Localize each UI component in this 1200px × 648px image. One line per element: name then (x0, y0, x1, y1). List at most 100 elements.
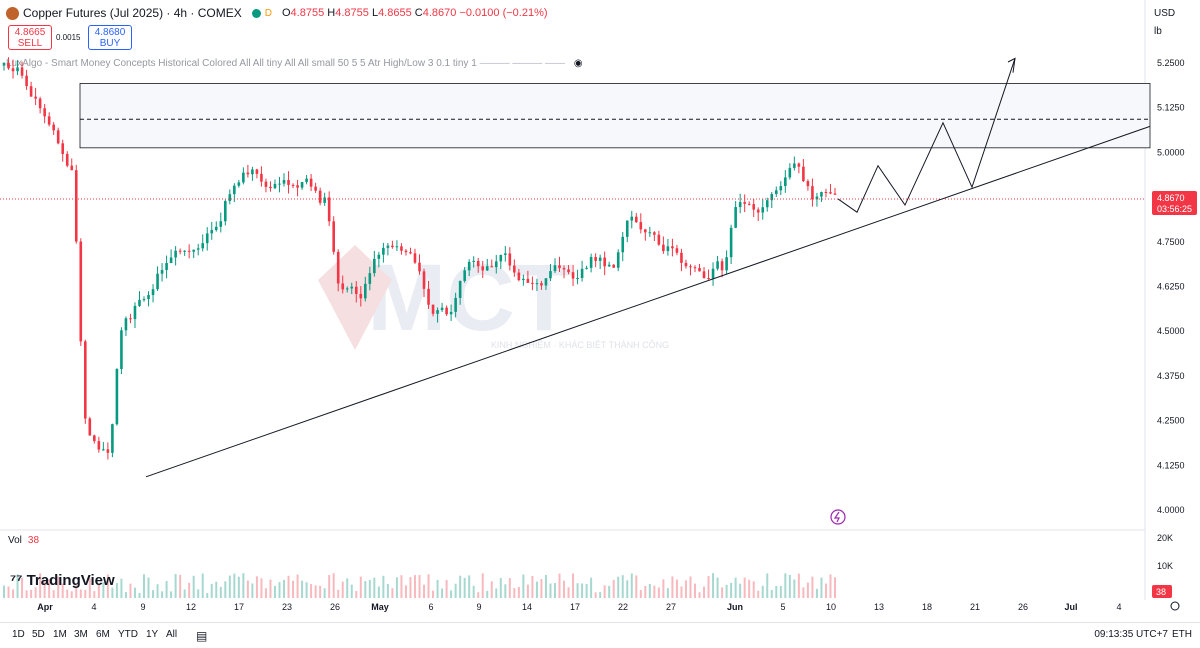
candle-body (702, 271, 706, 279)
volume-bar (373, 577, 376, 598)
y-tick-label: 4.5000 (1157, 326, 1185, 336)
candle-body (738, 202, 742, 208)
volume-bar (215, 581, 218, 598)
buy-button[interactable]: 4.8680 BUY (88, 25, 132, 50)
ascending-trendline[interactable] (145, 125, 1151, 478)
y-tick-label: 4.7500 (1157, 237, 1185, 247)
candle-body (106, 449, 110, 453)
range-3m[interactable]: 3M (74, 629, 88, 640)
x-tick-label: 4 (91, 602, 96, 612)
volume-bar (260, 578, 263, 598)
volume-bar (757, 590, 760, 598)
calendar-icon[interactable]: ▤ (196, 629, 208, 643)
candle-body (210, 230, 214, 234)
indicator-legend[interactable]: LuxAlgo - Smart Money Concepts Historica… (6, 58, 583, 69)
volume-bar (296, 574, 299, 598)
volume-bar (179, 574, 182, 598)
candle-body (336, 251, 340, 284)
candle-body (138, 299, 141, 306)
y-tick-label: 5.1250 (1157, 103, 1185, 113)
volume-bar (39, 573, 42, 598)
y-tick-label: 4.0000 (1157, 505, 1185, 515)
range-all[interactable]: All (166, 629, 178, 640)
volume-bar (43, 581, 46, 598)
candle-body (815, 196, 819, 200)
candle-body (296, 185, 299, 188)
volume-bar (359, 576, 362, 598)
volume-bar (301, 580, 304, 598)
candle-body (174, 250, 177, 258)
projection-path[interactable] (837, 58, 1016, 213)
volume-bar (599, 591, 602, 598)
range-1m[interactable]: 1M (53, 629, 67, 640)
candle-body (214, 226, 218, 231)
volume-bar (16, 574, 19, 598)
volume-bar (251, 583, 254, 598)
settings-icon[interactable] (1170, 601, 1180, 611)
volume-bar (612, 579, 615, 598)
candle-body (156, 273, 159, 290)
eye-icon[interactable]: ◉ (573, 58, 583, 69)
clock[interactable]: 09:13:35 UTC+7 (1094, 629, 1168, 640)
volume-bar (418, 575, 421, 598)
volume-bar (793, 579, 796, 598)
price-chart[interactable]: 5.25005.12505.00004.87504.75004.62504.50… (0, 0, 1200, 622)
range-1d[interactable]: 1D (12, 629, 25, 640)
volume-bar (84, 589, 87, 598)
range-5d[interactable]: 5D (32, 629, 45, 640)
candle-body (196, 248, 200, 250)
candle-body (178, 250, 182, 252)
candle-body (431, 304, 435, 314)
volume-bar (70, 591, 73, 598)
volume-bar (721, 587, 724, 598)
volume-bar (377, 586, 380, 598)
volume-bar (382, 575, 385, 598)
candle-body (666, 246, 670, 252)
candle-body (223, 201, 227, 222)
symbol-title[interactable]: Copper Futures (Jul 2025) · 4h · COMEX (23, 6, 242, 20)
candle-body (725, 257, 728, 271)
volume-bar (233, 573, 236, 598)
range-1y[interactable]: 1Y (146, 629, 159, 640)
tradingview-logo[interactable]: ⁷⁷ TradingView (10, 572, 115, 589)
volume-bar (508, 578, 511, 598)
volume-bar (644, 585, 647, 598)
range-ytd[interactable]: YTD (118, 629, 138, 640)
volume-bar (770, 589, 773, 598)
volume-bar (820, 577, 823, 598)
volume-bar (576, 583, 579, 598)
y-tick-label: 5.2500 (1157, 58, 1185, 68)
range-6m[interactable]: 6M (96, 629, 110, 640)
volume-bar (310, 584, 313, 598)
volume-scale-label: 20K (1157, 533, 1173, 543)
candle-body (165, 263, 168, 271)
candle-body (16, 67, 19, 72)
copper-symbol-icon (6, 6, 19, 20)
x-tick-label: 26 (330, 602, 340, 612)
candle-body (418, 262, 421, 272)
currency-selector[interactable]: USD (1154, 8, 1176, 19)
volume-bar (648, 584, 651, 598)
volume-bar (522, 574, 525, 598)
volume-bar (97, 584, 100, 598)
x-tick-label: 18 (922, 602, 932, 612)
volume-bar (436, 579, 439, 598)
candle-body (52, 124, 55, 131)
volume-bar (671, 576, 674, 598)
volume-bar (829, 574, 832, 598)
sell-button[interactable]: 4.8665 SELL (8, 25, 52, 50)
candle-body (278, 183, 281, 185)
ohlc-readout: O4.8755 H4.8755 L4.8655 C4.8670 −0.0100 … (281, 7, 548, 19)
volume-bar (364, 581, 367, 598)
candle-body (255, 169, 259, 174)
supply-zone[interactable] (79, 83, 1151, 149)
volume-bar (689, 576, 692, 598)
candle-body (129, 318, 132, 320)
candle-body (74, 170, 78, 242)
lightning-icon[interactable] (830, 509, 846, 525)
unit-selector[interactable]: lb (1154, 26, 1162, 37)
session-toggle[interactable]: ETH (1172, 629, 1192, 640)
watermark-subtitle: KINH NGHIỆM · KHÁC BIỆT THÀNH CÔNG (491, 340, 669, 350)
candle-body (422, 271, 426, 289)
volume-bar (386, 583, 389, 598)
